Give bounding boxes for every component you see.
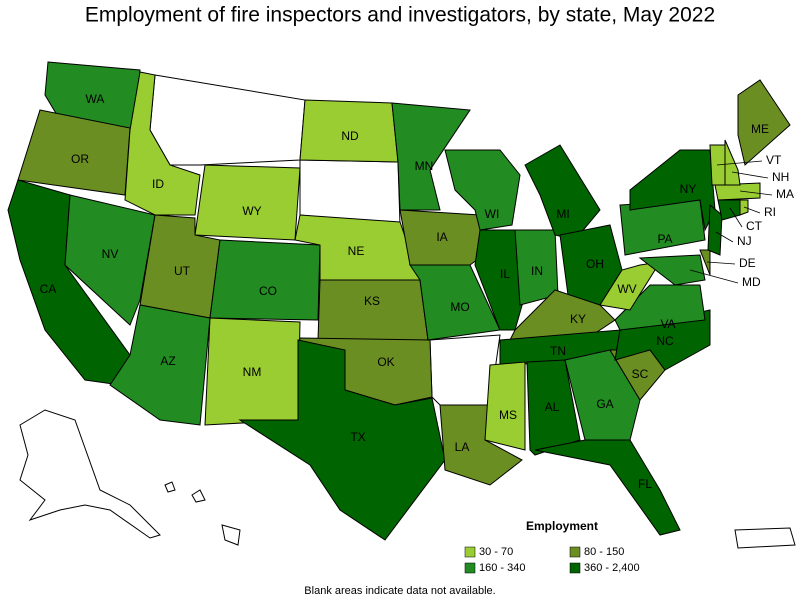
- legend-title: Employment: [526, 519, 598, 533]
- leader-line: [706, 261, 736, 265]
- state-label: MI: [556, 207, 569, 221]
- state-label: NH: [772, 170, 789, 184]
- state-shape: [737, 79, 791, 166]
- state-shape: [164, 481, 176, 493]
- legend-swatch: [569, 546, 581, 558]
- state-shape: [734, 527, 796, 549]
- state-shape: [149, 74, 306, 166]
- state-label: CT: [746, 219, 763, 233]
- state-shape: [614, 309, 711, 371]
- state-label: AL: [545, 400, 560, 414]
- state-label: VT: [766, 153, 782, 167]
- state-label: MN: [415, 159, 434, 173]
- state-shape: [739, 199, 749, 216]
- legend: 30 - 70 80 - 150 160 - 340 360 - 2,400: [464, 546, 640, 574]
- state-shape: [194, 164, 301, 241]
- state-shape: [209, 239, 321, 321]
- state-label: WY: [242, 204, 261, 218]
- state-label: WV: [617, 282, 636, 296]
- state-shape: [444, 149, 521, 231]
- state-label: NJ: [737, 234, 752, 248]
- state-shape: [221, 524, 241, 546]
- state-label: NM: [243, 365, 262, 379]
- state-label: DE: [739, 256, 756, 270]
- state-label: VA: [660, 317, 675, 331]
- blank-areas: [19, 74, 796, 549]
- map-title: Employment of fire inspectors and invest…: [85, 4, 715, 27]
- state-label: CO: [259, 284, 277, 298]
- state-label: IL: [500, 267, 510, 281]
- state-label: OR: [71, 152, 89, 166]
- state-shape: [299, 159, 401, 226]
- state-shape: [64, 194, 156, 326]
- state-label: MO: [450, 300, 469, 314]
- state-label: NC: [656, 334, 674, 348]
- state-label: MA: [776, 187, 794, 201]
- state-shape: [191, 489, 206, 503]
- state-shape: [638, 254, 706, 286]
- state-label: AZ: [160, 354, 175, 368]
- state-shape: [614, 284, 706, 331]
- state-shape: [409, 264, 501, 341]
- state-shape: [534, 439, 681, 536]
- state-label: CA: [40, 282, 57, 296]
- state-label: OK: [377, 355, 394, 369]
- state-shape: [564, 349, 641, 441]
- legend-swatch: [569, 562, 581, 574]
- leader-line: [715, 231, 734, 243]
- state-label: WI: [485, 207, 500, 221]
- state-label: IA: [436, 230, 447, 244]
- state-label: NV: [102, 247, 119, 261]
- state-shape: [484, 361, 526, 451]
- leader-line: [716, 160, 763, 166]
- leader-line: [689, 269, 739, 284]
- state-label: PA: [657, 232, 672, 246]
- leader-line: [729, 207, 743, 228]
- state-label: ME: [751, 122, 769, 136]
- state-label: ND: [341, 129, 359, 143]
- state-shape: [124, 71, 201, 216]
- state-label: MS: [499, 408, 517, 422]
- legend-label: 160 - 340: [479, 562, 525, 574]
- state-shape: [317, 279, 429, 341]
- state-shape: [707, 203, 723, 256]
- state-shape: [717, 199, 741, 221]
- leader-line: [731, 171, 769, 179]
- state-label: NE: [348, 244, 365, 258]
- state-shape: [391, 102, 471, 211]
- state-shape: [714, 182, 761, 201]
- legend-label: 80 - 150: [584, 546, 624, 558]
- state-label: OH: [586, 257, 604, 271]
- state-label: NY: [680, 182, 697, 196]
- leader-line: [743, 206, 761, 214]
- state-label: MD: [742, 275, 761, 289]
- state-label: IN: [531, 264, 543, 278]
- legend-swatch: [464, 546, 476, 558]
- legend-swatch: [464, 562, 476, 574]
- state-label: SC: [632, 367, 649, 381]
- state-label: ID: [152, 177, 164, 191]
- state-shape: [238, 339, 446, 541]
- state-shape: [524, 144, 601, 241]
- state-label: KY: [570, 312, 586, 326]
- state-label: KS: [364, 294, 380, 308]
- state-label: TN: [550, 344, 566, 358]
- state-label: TX: [350, 430, 365, 444]
- legend-label: 30 - 70: [479, 546, 513, 558]
- state-label: UT: [174, 264, 191, 278]
- state-label: LA: [455, 440, 470, 454]
- state-label: RI: [764, 205, 776, 219]
- state-label: WA: [86, 92, 105, 106]
- leader-line: [739, 190, 773, 196]
- state-label: FL: [638, 477, 652, 491]
- note: Blank areas indicate data not available.: [304, 585, 495, 597]
- state-shape: [724, 139, 741, 186]
- states: [7, 61, 791, 541]
- state-shape: [19, 409, 161, 539]
- legend-label: 360 - 2,400: [584, 562, 640, 574]
- state-labels: WA OR CA NV ID WY UT AZ CO NM ND NE KS OK TX MN IA MO LA WI…: [40, 92, 794, 491]
- state-label: GA: [596, 397, 613, 411]
